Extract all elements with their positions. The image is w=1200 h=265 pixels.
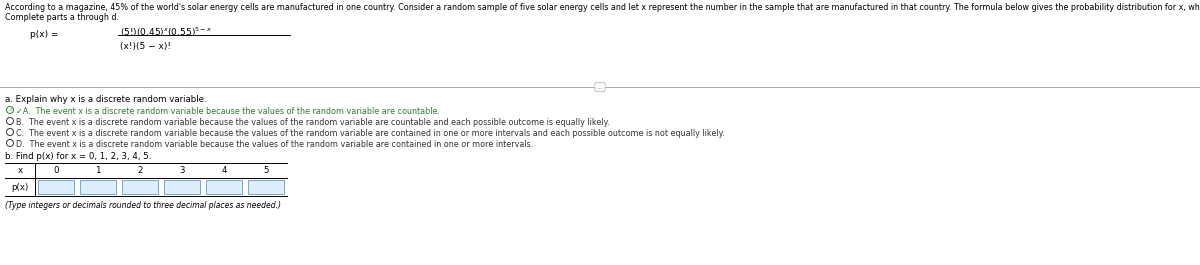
Text: ✓A.  The event x is a discrete random variable because the values of the random : ✓A. The event x is a discrete random var… [16,107,440,116]
Text: 1: 1 [95,166,101,175]
FancyBboxPatch shape [80,180,116,194]
FancyBboxPatch shape [122,180,158,194]
Text: p(x): p(x) [11,183,29,192]
Text: a. Explain why x is a discrete random variable.: a. Explain why x is a discrete random va… [5,95,206,104]
Text: b. Find p(x) for x = 0, 1, 2, 3, 4, 5.: b. Find p(x) for x = 0, 1, 2, 3, 4, 5. [5,152,151,161]
Text: B.  The event x is a discrete random variable because the values of the random v: B. The event x is a discrete random vari… [16,118,610,127]
Text: x: x [18,166,23,175]
Text: 5: 5 [263,166,269,175]
FancyBboxPatch shape [38,180,74,194]
Text: 0: 0 [53,166,59,175]
Text: ✓: ✓ [7,108,12,113]
Text: D.  The event x is a discrete random variable because the values of the random v: D. The event x is a discrete random vari… [16,140,533,149]
Text: p(x) =: p(x) = [30,30,59,39]
Text: C.  The event x is a discrete random variable because the values of the random v: C. The event x is a discrete random vari… [16,129,725,138]
Text: (x!)(5 − x)!: (x!)(5 − x)! [120,42,172,51]
Text: ...: ... [596,84,604,90]
FancyBboxPatch shape [248,180,284,194]
Text: According to a magazine, 45% of the world's solar energy cells are manufactured : According to a magazine, 45% of the worl… [5,3,1200,12]
FancyBboxPatch shape [206,180,242,194]
Text: 3: 3 [179,166,185,175]
Text: 4: 4 [221,166,227,175]
Text: Complete parts a through d.: Complete parts a through d. [5,13,119,22]
Text: (5!)(0.45)$^x$(0.55)$^{5-x}$: (5!)(0.45)$^x$(0.55)$^{5-x}$ [120,26,212,39]
Text: 2: 2 [137,166,143,175]
FancyBboxPatch shape [164,180,200,194]
Text: (Type integers or decimals rounded to three decimal places as needed.): (Type integers or decimals rounded to th… [5,201,281,210]
